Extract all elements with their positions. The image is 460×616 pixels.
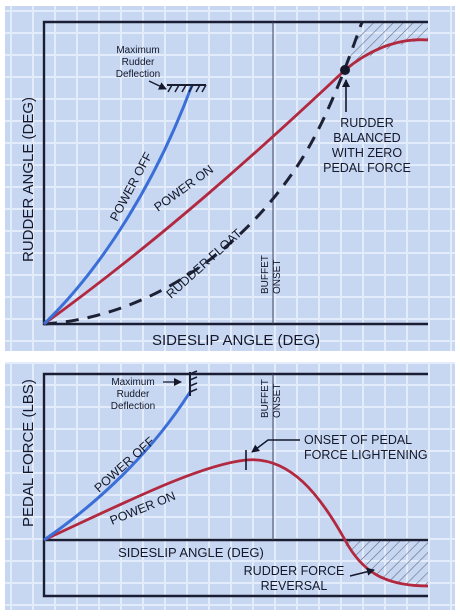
bottom-reversal-arrow bbox=[349, 567, 375, 577]
top-balanced-note-2: BALANCED bbox=[333, 131, 400, 145]
top-max-deflection-stop bbox=[167, 84, 207, 93]
top-balanced-note-3: WITH ZERO bbox=[332, 146, 402, 160]
bottom-lightening-note-1: ONSET OF PEDAL bbox=[304, 433, 412, 447]
bottom-chart-frame bbox=[42, 372, 428, 598]
top-max-deflection-label-1: Maximum bbox=[116, 45, 159, 56]
top-balance-point bbox=[340, 65, 350, 75]
top-y-axis-label: RUDDER ANGLE (DEG) bbox=[20, 97, 37, 262]
bottom-max-deflection-label-2: Rudder bbox=[117, 389, 150, 400]
top-buffet-onset-label-1: BUFFET bbox=[260, 255, 271, 294]
top-max-deflection-label-2: Rudder bbox=[122, 57, 155, 68]
bottom-chart: BUFFET ONSET Maximum Rudder Deflection O… bbox=[5, 362, 455, 610]
top-max-deflection-label-3: Deflection bbox=[116, 69, 160, 80]
bottom-hatch-region bbox=[340, 540, 428, 586]
top-balanced-note-4: PEDAL FORCE bbox=[323, 161, 411, 175]
bottom-reversal-note-2: REVERSAL bbox=[261, 579, 328, 593]
top-balanced-note-1: RUDDER bbox=[340, 116, 393, 130]
top-chart-panel bbox=[5, 6, 455, 351]
top-chart-frame bbox=[42, 20, 428, 326]
bottom-power-off-curve bbox=[43, 391, 192, 542]
bottom-y-axis-label: PEDAL FORCE (LBS) bbox=[20, 379, 37, 527]
bottom-buffet-onset-label-2: ONSET bbox=[272, 384, 283, 418]
top-power-on-curve bbox=[43, 38, 429, 326]
bottom-lightening-arrow bbox=[251, 439, 300, 453]
bottom-buffet-onset-label-1: BUFFET bbox=[260, 379, 271, 418]
bottom-max-deflection-stop bbox=[189, 370, 198, 396]
bottom-max-deflection-label-1: Maximum bbox=[111, 377, 154, 388]
bottom-lightening-note-2: FORCE LIGHTENING bbox=[304, 448, 428, 462]
top-max-deflection-arrow bbox=[148, 80, 167, 90]
bottom-x-axis-label: SIDESLIP ANGLE (DEG) bbox=[118, 545, 264, 560]
bottom-max-deflection-label-3: Deflection bbox=[111, 401, 155, 412]
top-chart: BUFFET ONSET Maximum Rudder Deflection R… bbox=[5, 6, 455, 351]
top-buffet-onset-label-2: ONSET bbox=[272, 260, 283, 294]
top-rudder-float-curve bbox=[43, 21, 364, 326]
bottom-reversal-note-1: RUDDER FORCE bbox=[244, 564, 345, 578]
top-power-off-curve bbox=[42, 84, 194, 326]
top-x-axis-label: SIDESLIP ANGLE (DEG) bbox=[152, 332, 320, 349]
